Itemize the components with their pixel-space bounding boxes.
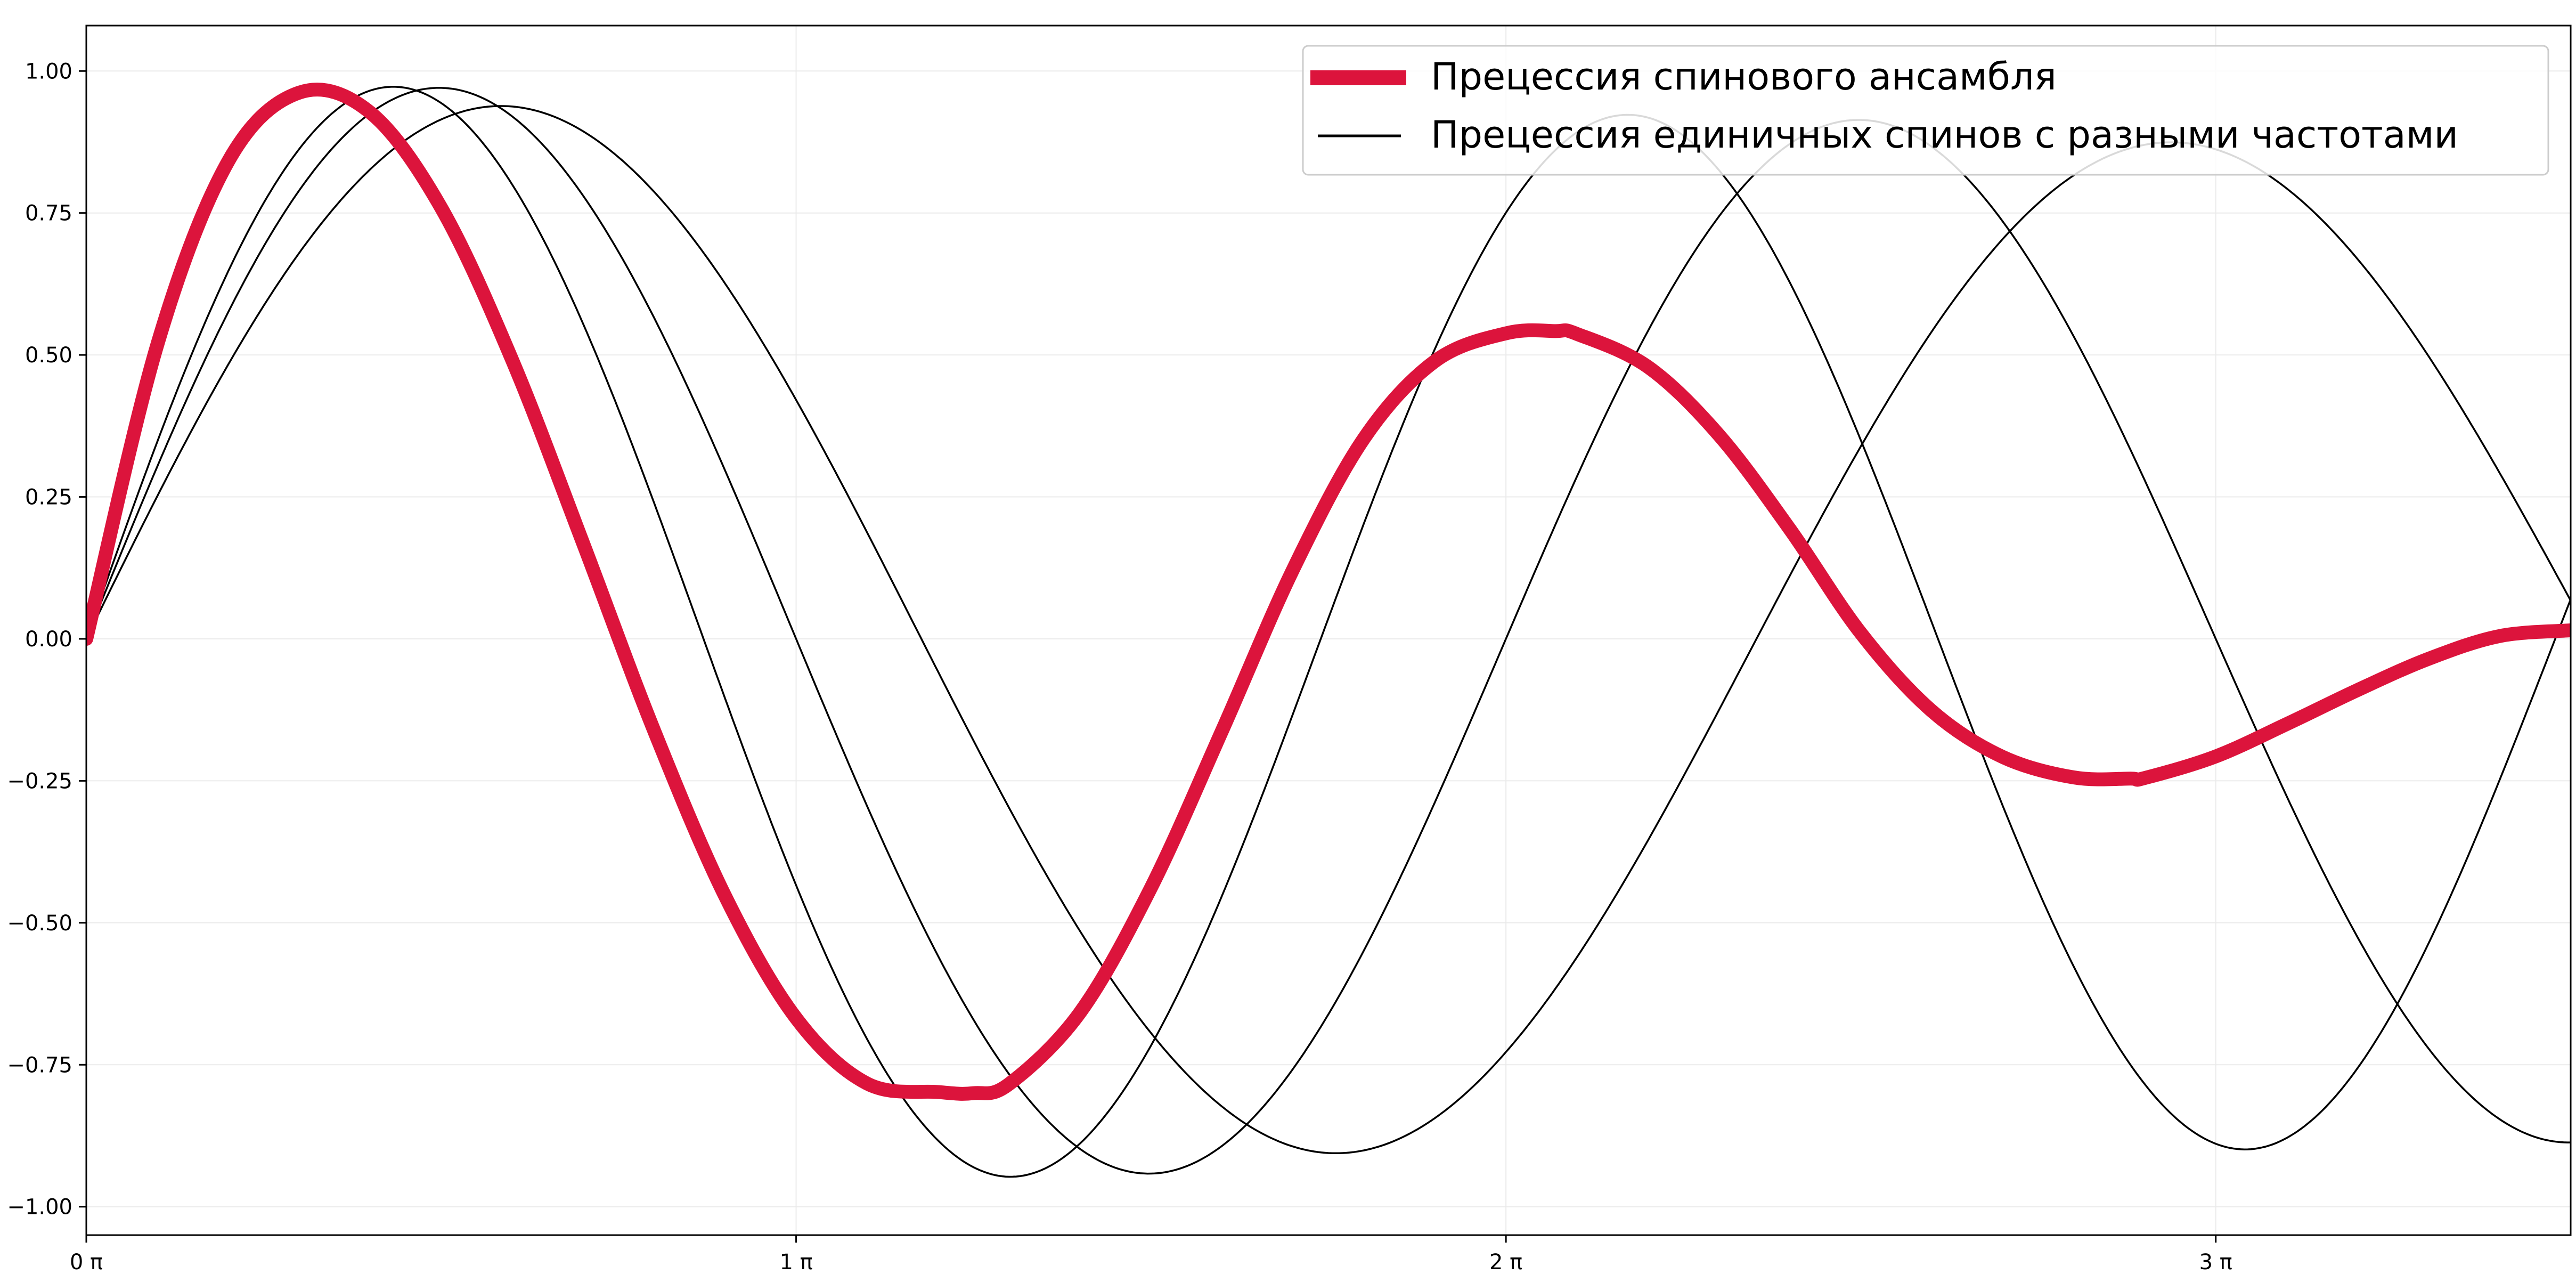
y-tick-label: −0.50 [7,911,72,936]
ensemble-line [86,83,2571,1101]
y-tick-label: 0.25 [25,485,72,510]
y-tick-label: 0.00 [25,627,72,652]
y-tick-label: −0.75 [7,1053,72,1077]
legend: Прецессия спинового ансамбля Прецессия е… [1302,45,2549,176]
x-tick-label: 1 π [779,1250,812,1275]
y-tick-label: 0.75 [25,201,72,226]
y-tick-label: 0.50 [25,343,72,368]
y-axis: −1.00 −0.75 −0.50 −0.25 0.00 0.25 0.50 0.75 1.00 [7,59,86,1220]
y-tick-label: −1.00 [7,1195,72,1220]
legend-box [1302,45,2549,176]
x-tick-label: 3 π [2199,1250,2232,1275]
single-spin-line-2 [86,87,2571,1175]
x-axis: 0 π 1 π 2 π 3 π [70,1235,2232,1275]
x-tick-label: 0 π [70,1250,103,1275]
single-spin-line-3 [86,86,2571,1178]
y-tick-label: 1.00 [25,59,72,84]
legend-label-ensemble: Прецессия спинового ансамбля [1431,55,2057,99]
x-tick-label: 2 π [1489,1250,1522,1275]
plot-frame [85,25,2572,1236]
legend-label-single-spin: Прецессия единичных спинов с разными час… [1431,113,2458,157]
y-tick-label: −0.25 [7,769,72,793]
